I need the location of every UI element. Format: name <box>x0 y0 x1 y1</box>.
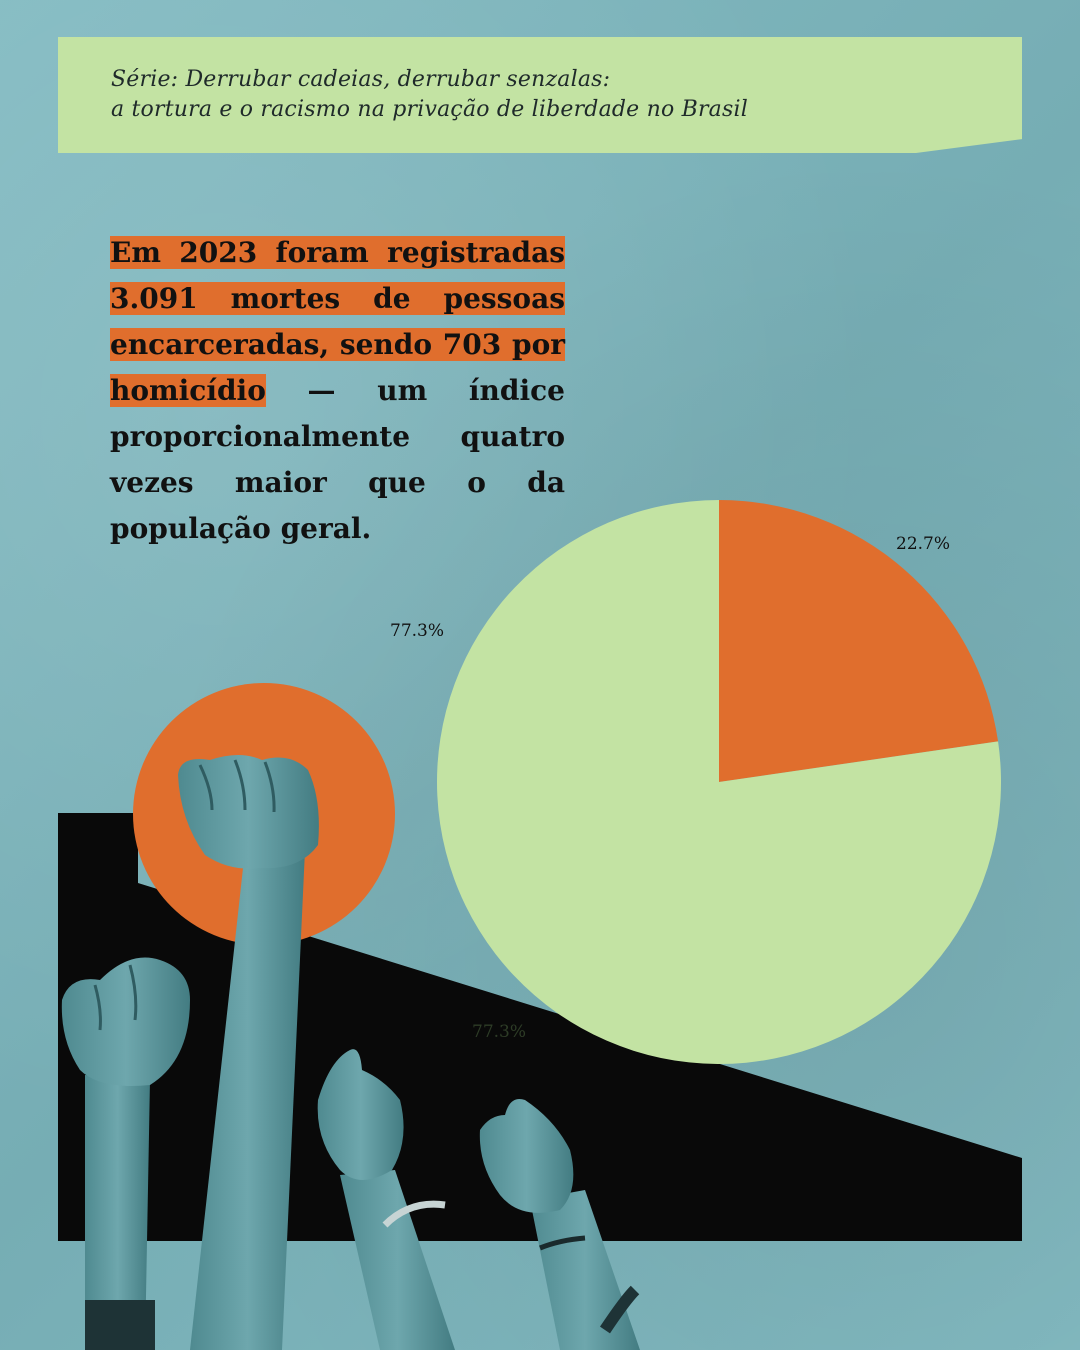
headline-rest: — um índice proporcionalmente quatro vez… <box>110 374 565 545</box>
pie-label-green: 77.3% <box>390 621 444 641</box>
pie-slice-1 <box>437 500 1001 1064</box>
pie-slice-0 <box>719 500 999 782</box>
fist-right-icon <box>479 1099 640 1350</box>
series-title-line-1: Série: Derrubar cadeias, derrubar senzal… <box>111 67 611 92</box>
pie-label-shadow: 77.3% <box>472 1022 526 1042</box>
fist-center-icon <box>178 755 319 1350</box>
series-title-line-2: a tortura e o racismo na privação de lib… <box>111 97 748 122</box>
fist-left-icon <box>61 957 191 1350</box>
series-banner: Série: Derrubar cadeias, derrubar senzal… <box>58 37 1022 153</box>
pie-label-orange: 22.7% <box>896 534 950 554</box>
headline-text: Em 2023 foram registradas 3.091 mortes d… <box>110 230 565 552</box>
bracelet-icon <box>382 1200 446 1228</box>
fist-middle-icon <box>317 1049 455 1350</box>
